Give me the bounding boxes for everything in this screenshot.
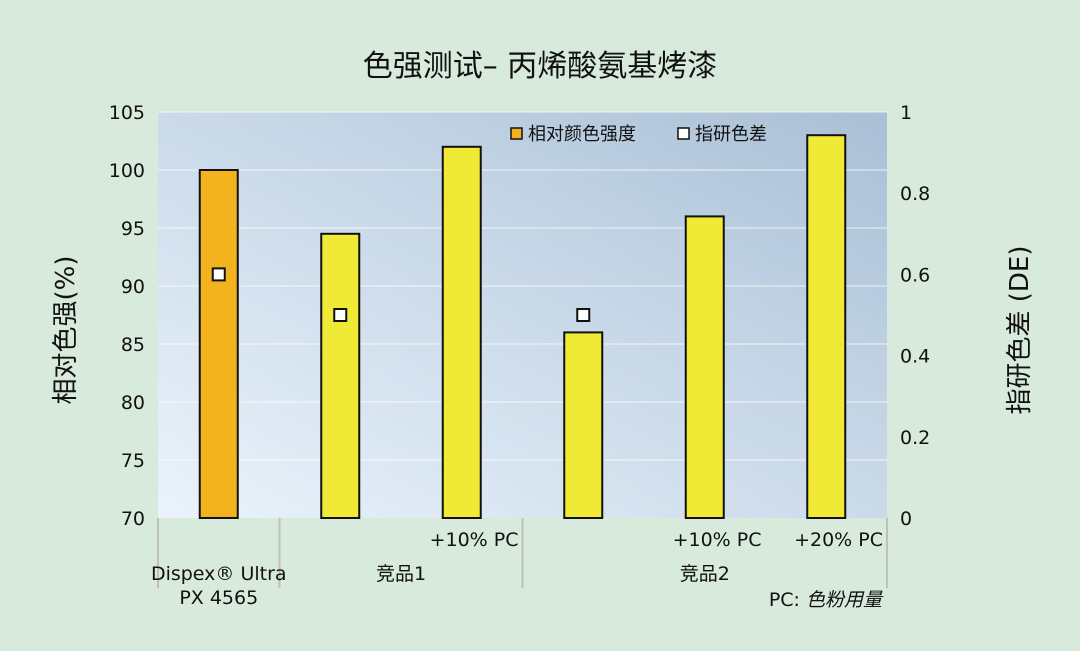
bar [320, 232, 361, 520]
de-marker [333, 308, 348, 322]
y2-tick-label: 0.6 [900, 264, 930, 286]
y2-tick-label: 0.2 [900, 427, 930, 449]
x-tick-label: +20% PC [794, 529, 883, 551]
y-tick-label: 105 [109, 102, 145, 124]
group-label: Dispex® Ultra [151, 563, 287, 585]
markers-layer [211, 267, 591, 322]
y2-tick-label: 0 [900, 508, 912, 530]
footnote: PC: 色粉用量 [769, 589, 884, 611]
bar [441, 145, 482, 520]
legend-swatch-bar [510, 127, 523, 140]
chart-title: 色强测试– 丙烯酸氨基烤漆 [363, 49, 718, 84]
y-tick-label: 90 [121, 276, 145, 298]
y-tick-label: 70 [121, 508, 145, 530]
y2-axis-label: 指研色差 (DE) [1005, 245, 1035, 414]
bar [198, 169, 239, 519]
legend: 相对颜色强度 指研色差 [510, 124, 767, 145]
legend-label-marker: 指研色差 [695, 124, 767, 145]
y-tick-label: 95 [121, 218, 145, 240]
bar [806, 134, 847, 519]
y2-tick-label: 0.8 [900, 183, 930, 205]
bar [563, 331, 604, 519]
y-tick-label: 100 [109, 160, 145, 182]
y-axis-label: 相对色强(%) [51, 256, 81, 405]
bar [684, 215, 725, 519]
y-tick-label: 80 [121, 392, 145, 414]
legend-label-bar: 相对颜色强度 [528, 124, 636, 145]
grid-layer [158, 111, 887, 461]
x-tick-label: +10% PC [430, 529, 519, 551]
bars-layer [198, 134, 847, 520]
legend-swatch-marker [677, 127, 690, 140]
y2-tick-label: 0.4 [900, 346, 930, 368]
x-tick-label: +10% PC [673, 529, 762, 551]
de-marker [211, 267, 226, 282]
axis-layer: 105 100 95 90 85 80 75 70 1 0.8 0.6 0.4 0.2 0 +10% PC +… [109, 102, 930, 609]
group-label: PX 4565 [179, 587, 258, 609]
y2-tick-label: 1 [900, 102, 912, 124]
de-marker [576, 308, 591, 322]
plot-area [158, 112, 887, 518]
y-tick-label: 75 [121, 450, 145, 472]
y-tick-label: 85 [121, 334, 145, 356]
group-label: 竞品1 [376, 563, 426, 585]
group-label: 竞品2 [680, 563, 730, 585]
